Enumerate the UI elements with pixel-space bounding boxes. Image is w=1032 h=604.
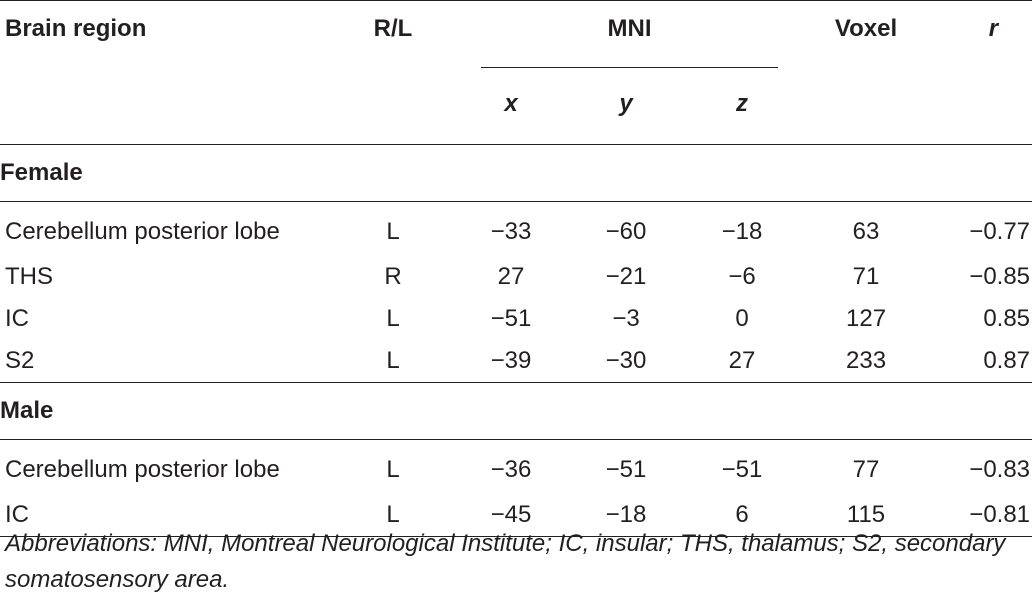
cell-region: Cerebellum posterior lobe [5, 217, 280, 245]
cell-z: −18 [721, 217, 763, 245]
cell-y: −30 [566, 339, 686, 383]
cell-z: 0 [735, 304, 749, 332]
header-blank-region [0, 68, 330, 145]
table-footnote: Abbreviations: MNI, Montreal Neurologica… [5, 530, 1006, 593]
header-blank-rl [330, 68, 456, 145]
section-row: Female [0, 144, 1032, 202]
cell-r: −0.85 [969, 262, 1031, 290]
cell-z: 6 [686, 493, 799, 537]
cell-z: −6 [728, 262, 756, 290]
cell-y: −21 [605, 262, 647, 290]
header-brain-region: Brain region [0, 0, 330, 68]
cell-r: 0.85 [983, 304, 1031, 332]
cell-y: −60 [605, 217, 647, 245]
cell-rl: L [386, 455, 400, 483]
table-row: IC L −45 −18 6 115 −0.81 [0, 493, 1032, 537]
cell-voxel: 127 [846, 304, 887, 332]
cell-region: IC [0, 493, 330, 537]
table-row: Cerebellum posterior lobe L −33 −60 −18 63 −0.… [0, 201, 1032, 256]
cell-x: −33 [490, 217, 532, 245]
cell-y: −51 [605, 455, 647, 483]
cell-x: −36 [490, 455, 532, 483]
section-label: Female [0, 144, 1032, 202]
cell-rl: L [330, 493, 456, 537]
cell-x: −39 [456, 339, 566, 383]
header-r: r [934, 0, 1032, 68]
section-label: Male [0, 382, 1032, 440]
header-row-top: Brain region R/L MNI Voxel r [0, 0, 1032, 68]
table-row: THS R 27 −21 −6 71 −0.85 [0, 256, 1032, 298]
header-blank-r [934, 68, 1032, 145]
header-row-sub: x y z [0, 68, 1032, 145]
cell-voxel: 63 [852, 217, 880, 245]
cell-rl: L [386, 217, 400, 245]
cell-voxel: 233 [798, 339, 935, 383]
table-row: S2 L −39 −30 27 233 0.87 [0, 339, 1032, 383]
header-voxel: Voxel [798, 0, 935, 68]
cell-voxel: 77 [852, 455, 880, 483]
cell-z: −51 [721, 455, 763, 483]
cell-region: IC [5, 304, 29, 332]
table-row: Cerebellum posterior lobe L −36 −51 −51 77 −0.… [0, 439, 1032, 494]
cell-region: S2 [0, 339, 330, 383]
table-row: IC L −51 −3 0 127 0.85 [0, 298, 1032, 340]
cell-rl: R [384, 262, 402, 290]
header-z: z [686, 68, 799, 145]
table-body: Female Cerebellum posterior lobe L −33 −60 −1… [0, 144, 1032, 537]
cell-region: THS [5, 262, 53, 290]
results-table: Brain region R/L MNI Voxel r x y z Femal… [0, 0, 1032, 537]
section-row: Male [0, 382, 1032, 440]
cell-rl: L [386, 304, 400, 332]
cell-r: −0.81 [934, 493, 1032, 537]
header-blank-voxel [798, 68, 935, 145]
cell-r: −0.77 [969, 217, 1031, 245]
cell-voxel: 71 [852, 262, 880, 290]
cell-y: −18 [566, 493, 686, 537]
header-mni-label: MNI [481, 15, 779, 68]
cell-r: −0.83 [969, 455, 1031, 483]
cell-region: Cerebellum posterior lobe [5, 455, 280, 483]
header-mni: MNI [456, 0, 799, 68]
cell-x: −45 [456, 493, 566, 537]
header-y: y [566, 68, 686, 145]
cell-x: −51 [490, 304, 532, 332]
cell-voxel: 115 [798, 493, 935, 537]
cell-y: −3 [612, 304, 640, 332]
cell-x: 27 [497, 262, 525, 290]
header-x: x [456, 68, 566, 145]
cell-r: 0.87 [934, 339, 1032, 383]
header-rl: R/L [330, 0, 456, 68]
cell-z: 27 [686, 339, 799, 383]
cell-rl: L [330, 339, 456, 383]
